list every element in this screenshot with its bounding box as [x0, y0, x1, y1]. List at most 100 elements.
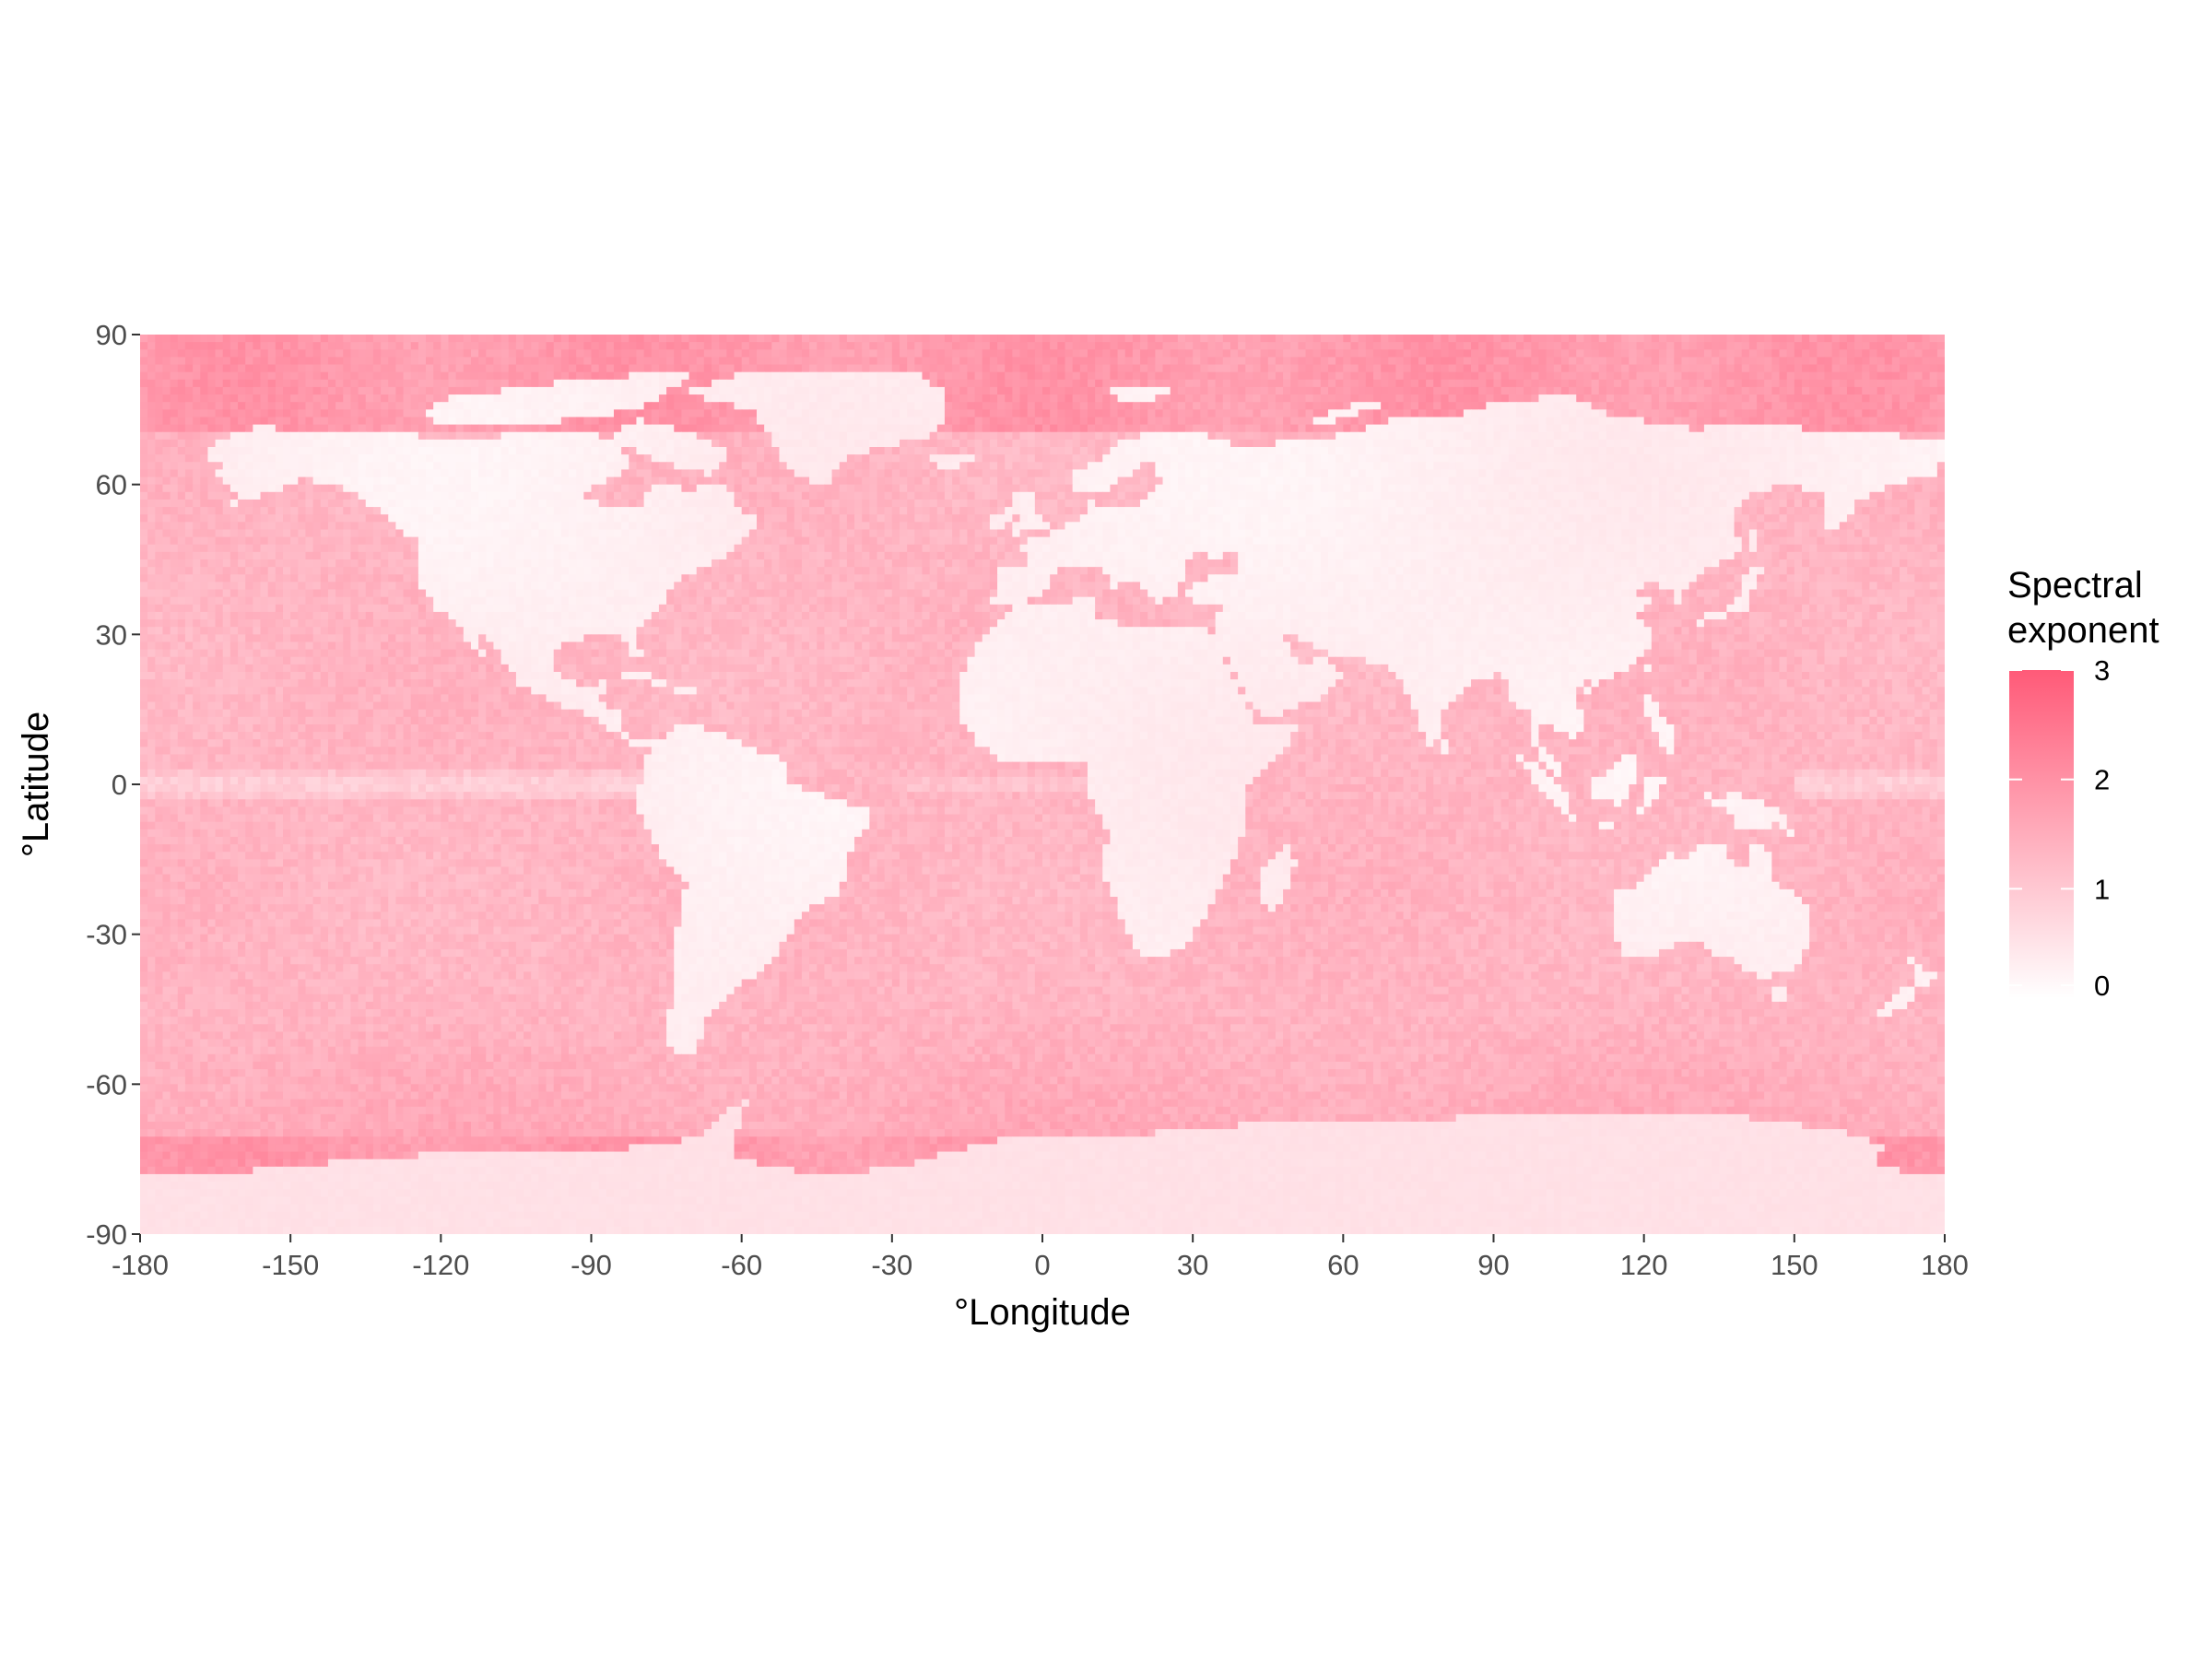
raster-cell — [1538, 462, 1547, 470]
raster-cell — [162, 454, 171, 463]
raster-cell — [1786, 364, 1795, 373]
raster-cell — [1418, 342, 1427, 350]
raster-cell — [267, 462, 276, 470]
raster-cell — [1283, 349, 1291, 358]
raster-cell — [500, 462, 510, 470]
raster-cell — [245, 439, 253, 448]
raster-cell — [1298, 394, 1307, 403]
raster-cell — [741, 431, 750, 441]
raster-cell — [538, 364, 547, 373]
raster-cell — [1606, 417, 1615, 426]
raster-cell — [1418, 439, 1427, 448]
raster-cell — [538, 402, 547, 410]
raster-cell — [320, 424, 329, 433]
raster-cell — [598, 447, 607, 455]
raster-cell — [1764, 469, 1772, 478]
raster-cell — [696, 431, 705, 441]
raster-cell — [1350, 357, 1359, 366]
raster-cell — [1757, 394, 1765, 403]
raster-cell — [1560, 349, 1570, 358]
raster-cell — [312, 357, 322, 366]
raster-cell — [215, 371, 224, 381]
raster-cell — [1538, 469, 1547, 478]
raster-cell — [1869, 424, 1878, 433]
raster-cell — [1381, 409, 1389, 418]
raster-cell — [1546, 454, 1555, 463]
raster-cell — [312, 335, 322, 343]
raster-cell — [560, 454, 570, 463]
raster-cell — [801, 439, 810, 448]
raster-cell — [1410, 462, 1419, 470]
raster-cell — [1703, 342, 1712, 350]
raster-cell — [1328, 424, 1336, 433]
raster-cell — [569, 402, 577, 410]
raster-cell — [546, 454, 555, 463]
raster-cell — [779, 335, 788, 343]
raster-cell — [1410, 409, 1419, 418]
raster-cell — [1140, 484, 1148, 493]
raster-cell — [560, 447, 570, 455]
raster-cell — [817, 409, 826, 418]
raster-cell — [177, 394, 186, 403]
raster-cell — [651, 402, 660, 410]
raster-cell — [1426, 431, 1434, 441]
raster-cell — [1643, 379, 1653, 388]
raster-cell — [1057, 394, 1066, 403]
raster-cell — [147, 349, 156, 358]
raster-cell — [1500, 447, 1510, 455]
raster-cell — [463, 357, 472, 366]
raster-cell — [1817, 469, 1826, 478]
raster-cell — [267, 417, 276, 426]
raster-cell — [1358, 379, 1367, 388]
raster-cell — [974, 386, 983, 395]
raster-cell — [1372, 469, 1382, 478]
raster-cell — [598, 477, 607, 486]
raster-cell — [1576, 371, 1584, 381]
raster-cell — [1079, 349, 1088, 358]
raster-cell — [658, 477, 667, 486]
raster-cell — [831, 439, 841, 448]
raster-cell — [1891, 357, 1900, 366]
raster-cell — [1598, 417, 1607, 426]
raster-cell — [1846, 431, 1855, 441]
raster-cell — [636, 394, 645, 403]
raster-cell — [388, 484, 396, 493]
raster-cell — [1614, 409, 1622, 418]
raster-cell — [1200, 469, 1209, 478]
raster-cell — [794, 454, 803, 463]
raster-cell — [674, 477, 682, 486]
raster-cell — [1230, 454, 1239, 463]
raster-cell — [1087, 424, 1096, 433]
raster-cell — [298, 417, 307, 426]
raster-cell — [1831, 439, 1841, 448]
raster-cell — [794, 439, 803, 448]
raster-cell — [1102, 379, 1112, 388]
raster-cell — [741, 417, 750, 426]
raster-cell — [1110, 439, 1119, 448]
raster-cell — [433, 417, 441, 426]
raster-cell — [1177, 402, 1186, 410]
raster-cell — [824, 454, 833, 463]
raster-cell — [997, 454, 1006, 463]
raster-cell — [1508, 342, 1517, 350]
raster-cell — [253, 409, 262, 418]
raster-cell — [1305, 402, 1314, 410]
raster-cell — [1869, 386, 1878, 395]
raster-cell — [1560, 454, 1570, 463]
raster-cell — [433, 402, 441, 410]
raster-cell — [688, 402, 698, 410]
raster-cell — [1170, 447, 1179, 455]
raster-cell — [1748, 342, 1758, 350]
raster-cell — [914, 417, 924, 426]
raster-cell — [448, 335, 457, 343]
raster-cell — [441, 439, 450, 448]
raster-cell — [1410, 394, 1419, 403]
raster-cell — [809, 439, 818, 448]
raster-cell — [1643, 447, 1653, 455]
raster-cell — [305, 462, 314, 470]
raster-cell — [1658, 469, 1667, 478]
raster-cell — [1817, 462, 1826, 470]
raster-cell — [643, 379, 653, 388]
raster-cell — [1877, 409, 1886, 418]
raster-cell — [343, 469, 352, 478]
